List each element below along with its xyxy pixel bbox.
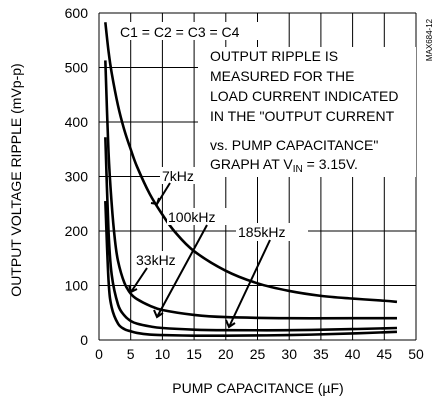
- series-label-100khz: 100kHz: [168, 209, 215, 225]
- x-tick-label-1: 5: [127, 346, 135, 362]
- note-line-4: IN THE "OUTPUT CURRENT: [210, 108, 395, 124]
- x-tick-label-0: 0: [95, 346, 103, 362]
- x-tick-label-6: 30: [281, 346, 297, 362]
- series-label-7khz: 7kHz: [162, 168, 194, 184]
- note-line-1: OUTPUT RIPPLE IS: [210, 48, 338, 64]
- note-line-3: LOAD CURRENT INDICATED: [210, 88, 399, 104]
- series-label-33khz: 33kHz: [136, 252, 176, 268]
- condition-label-bg: [118, 22, 284, 40]
- note-bg: [198, 47, 416, 177]
- x-tick-label-9: 45: [377, 346, 393, 362]
- label-bg-7khz: [160, 167, 200, 184]
- note-line-5: vs. PUMP CAPACITANCE": [210, 137, 378, 153]
- y-tick-label-3: 300: [65, 169, 89, 185]
- curve-100khz: [104, 137, 398, 332]
- part-number-tag: MAX684-12: [425, 18, 434, 61]
- arrow-100khz: [156, 224, 208, 318]
- x-tick-label-3: 15: [186, 346, 202, 362]
- y-tick-label-0: 0: [80, 332, 88, 348]
- x-tick-label-5: 25: [250, 346, 266, 362]
- condition-label: C1 = C2 = C3 = C4: [120, 24, 240, 40]
- y-tick-label-5: 500: [65, 60, 89, 76]
- y-tick-label-6: 600: [65, 5, 89, 21]
- curve-185khz: [104, 200, 398, 338]
- arrowhead-33khz: [128, 284, 138, 294]
- arrow-33khz: [130, 267, 148, 293]
- arrow-185khz: [228, 239, 271, 328]
- x-tick-label-7: 35: [313, 346, 329, 362]
- note-line-6: GRAPH AT VIN = 3.15V.: [210, 156, 358, 175]
- arrowhead-7khz: [150, 197, 160, 206]
- x-tick-label-2: 10: [155, 346, 171, 362]
- note-line-6-subscript: IN: [293, 164, 303, 175]
- arrowhead-185khz: [225, 319, 236, 329]
- note-line-2: MEASURED FOR THE: [210, 68, 354, 84]
- series-label-185khz: 185kHz: [238, 224, 285, 240]
- x-axis-title: PUMP CAPACITANCE (µF): [172, 380, 343, 396]
- y-tick-label-1: 100: [65, 278, 89, 294]
- x-tick-label-4: 20: [218, 346, 234, 362]
- x-tick-labels: 0 5 10 15 20 25 30 35 40 45 50: [95, 346, 424, 362]
- note-line-6-suffix: = 3.15V.: [303, 156, 358, 172]
- y-axis-title: OUTPUT VOLTAGE RIPPLE (mVp-p): [8, 63, 24, 296]
- y-tick-label-2: 200: [65, 223, 89, 239]
- label-arrows: [128, 182, 271, 329]
- y-tick-label-4: 400: [65, 114, 89, 130]
- y-tick-labels: 0 100 200 300 400 500 600: [65, 5, 89, 348]
- arrowhead-100khz: [153, 309, 164, 319]
- curve-group: [104, 22, 398, 338]
- x-tick-label-10: 50: [408, 346, 424, 362]
- note-line-6-prefix: GRAPH AT V: [210, 156, 293, 172]
- x-tick-label-8: 40: [345, 346, 361, 362]
- label-bg-33khz: [134, 251, 184, 268]
- curve-33khz: [104, 60, 397, 320]
- label-bg-185khz: [236, 223, 308, 241]
- label-bg-100khz: [167, 208, 227, 225]
